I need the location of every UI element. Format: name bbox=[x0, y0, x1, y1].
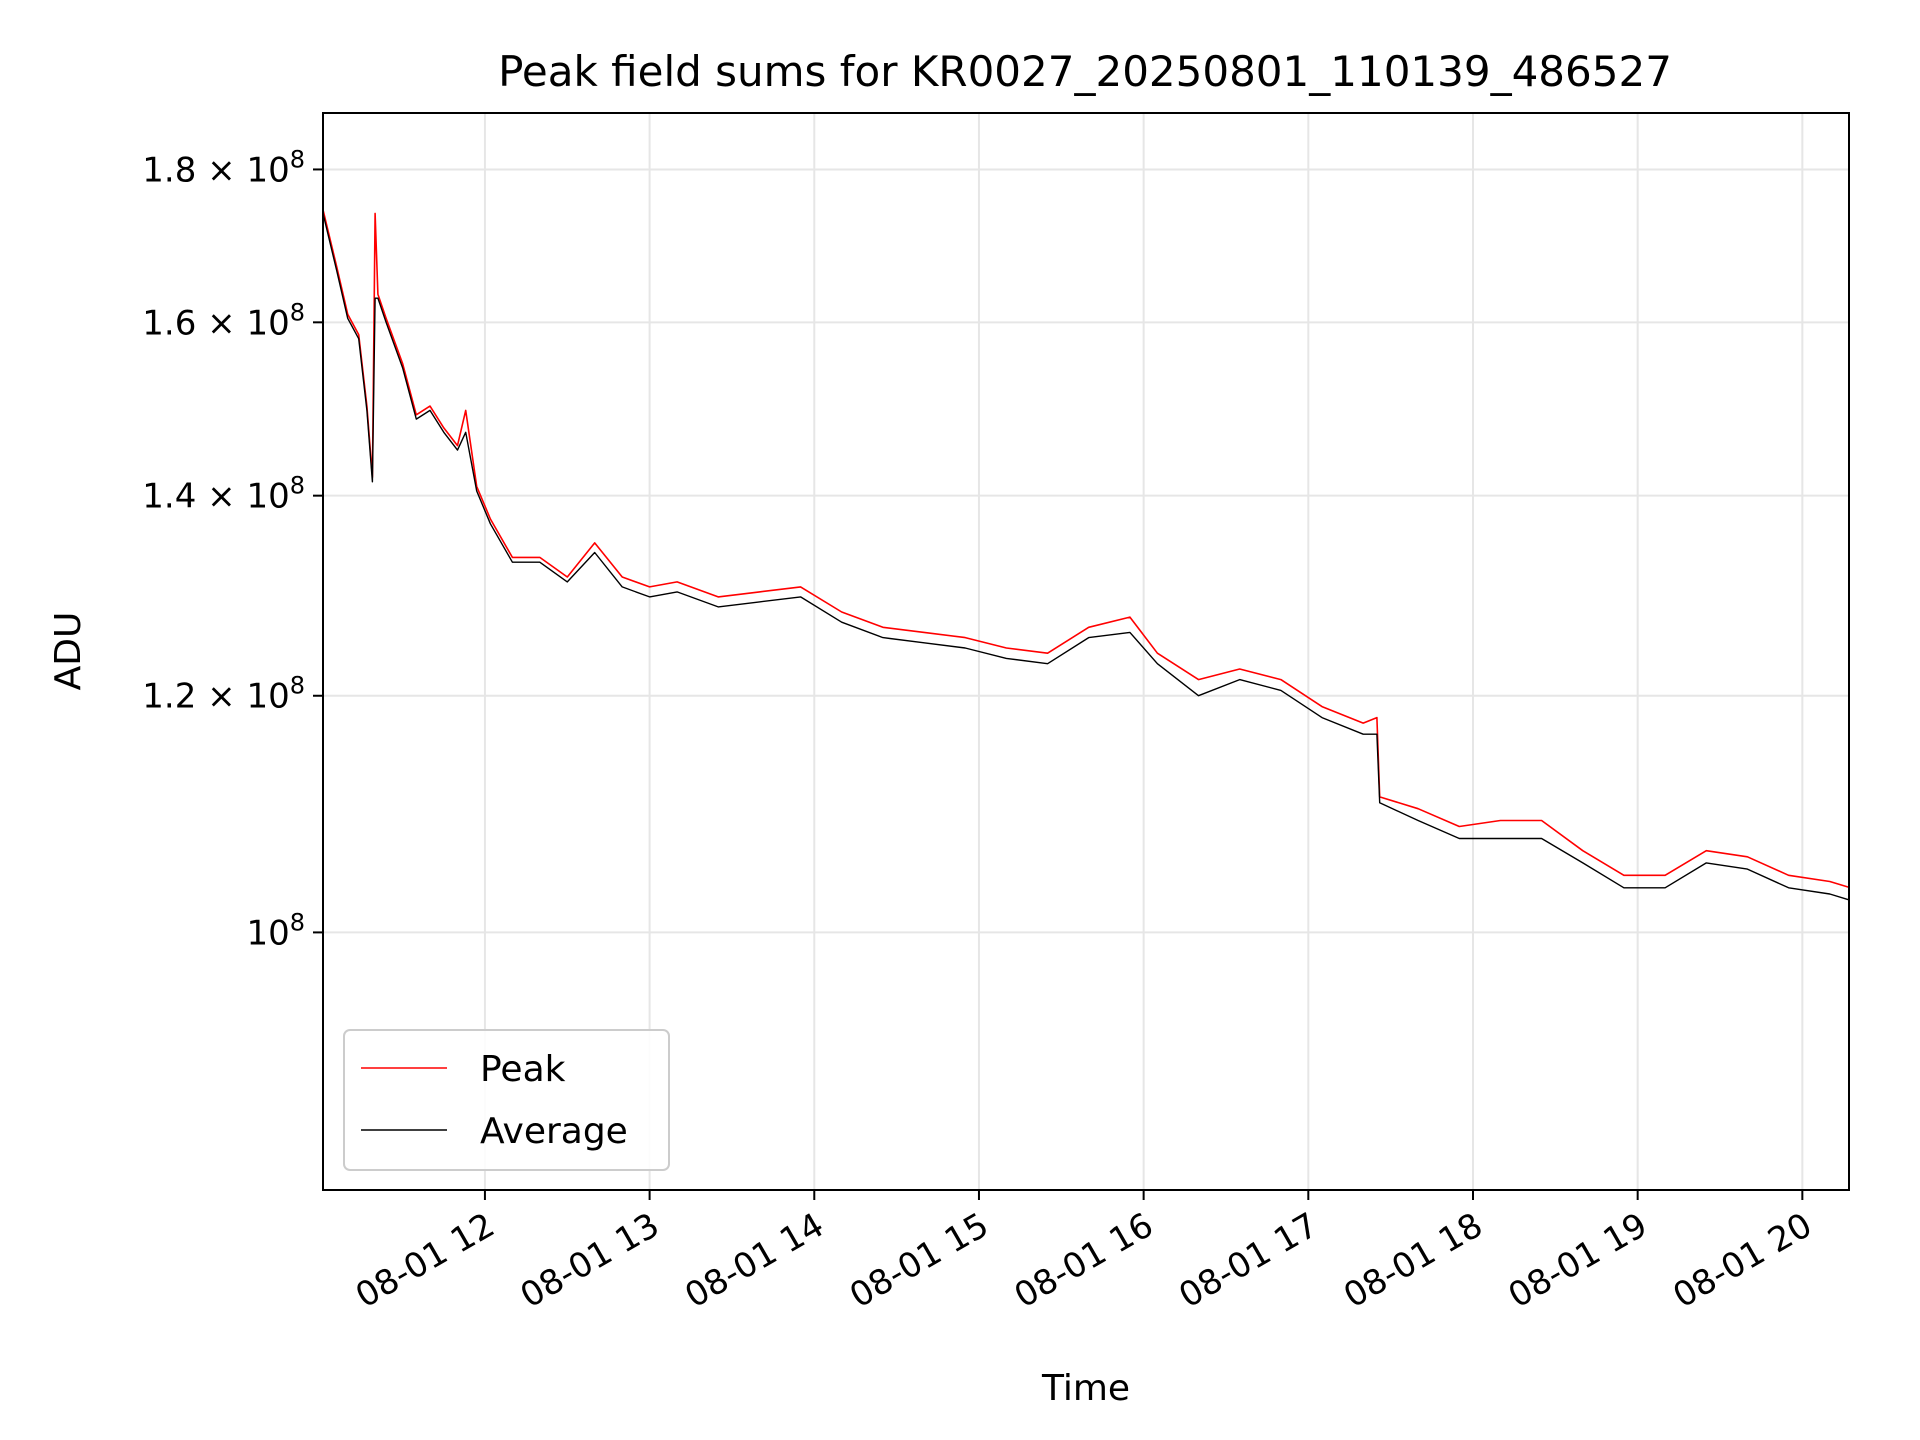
y-tick-label-exponent: 8 bbox=[290, 298, 305, 326]
y-tick-label: 1.6 × 108 bbox=[142, 298, 305, 343]
plot-area bbox=[322, 112, 1850, 1191]
y-tick-label-base: 1.6 × 10 bbox=[142, 303, 289, 343]
y-tick-label-base: 1.2 × 10 bbox=[142, 677, 289, 717]
legend-label-peak: Peak bbox=[480, 1049, 566, 1090]
series-line-peak bbox=[323, 209, 1849, 889]
y-tick-label-base: 10 bbox=[246, 913, 289, 953]
grid-lines bbox=[323, 113, 1849, 1190]
series-line-average bbox=[323, 213, 1849, 901]
y-axis-label: ADU bbox=[48, 612, 89, 691]
y-tick-label-exponent: 8 bbox=[290, 472, 305, 500]
y-tick-label: 1.8 × 108 bbox=[142, 145, 305, 190]
y-tick-label: 108 bbox=[246, 908, 305, 953]
y-tick-label-exponent: 8 bbox=[290, 908, 305, 936]
y-tick-label-exponent: 8 bbox=[290, 145, 305, 173]
legend: Peak Average bbox=[343, 1029, 670, 1171]
y-tick-label-base: 1.4 × 10 bbox=[142, 477, 289, 517]
plot-frame bbox=[322, 112, 1850, 1191]
chart-title: Peak field sums for KR0027_20250801_1101… bbox=[498, 47, 1672, 96]
series-lines bbox=[323, 209, 1849, 901]
plot-background bbox=[323, 113, 1849, 1190]
y-tick-label: 1.4 × 108 bbox=[142, 472, 305, 517]
x-axis-label: Time bbox=[1041, 1368, 1130, 1409]
legend-label-average: Average bbox=[480, 1111, 628, 1152]
y-tick-label-exponent: 8 bbox=[290, 672, 305, 700]
legend-box bbox=[343, 1029, 670, 1171]
y-tick-label: 1.2 × 108 bbox=[142, 672, 305, 717]
y-tick-label-base: 1.8 × 10 bbox=[142, 150, 289, 190]
